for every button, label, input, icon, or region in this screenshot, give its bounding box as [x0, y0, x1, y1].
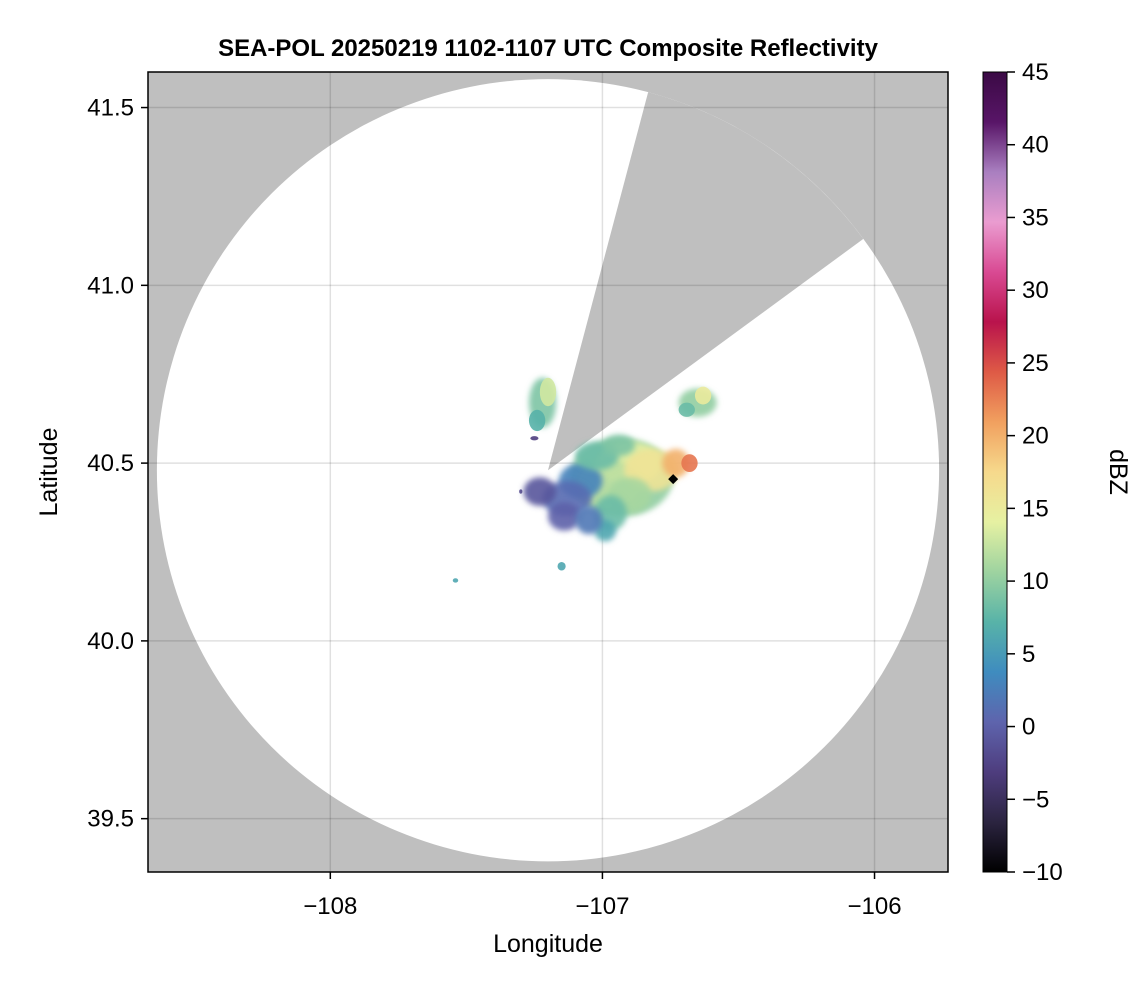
- y-tick-label-0: 39.5: [87, 806, 134, 833]
- grid-lines: [148, 72, 948, 872]
- x-axis-label: Longitude: [493, 930, 603, 958]
- echo-blob-21: [678, 402, 695, 417]
- y-tick-label-4: 41.5: [87, 95, 134, 122]
- site-marker: [668, 474, 679, 485]
- plot-area: [148, 72, 948, 872]
- y-tick-label-3: 41.0: [87, 272, 134, 299]
- colorbar-tick-label-6: 20: [1022, 423, 1049, 450]
- colorbar-tick-label-9: 35: [1022, 204, 1049, 231]
- colorbar-tick-label-3: 5: [1022, 641, 1035, 668]
- colorbar-tick-label-1: −5: [1022, 786, 1049, 813]
- colorbar-tick-label-4: 10: [1022, 568, 1049, 595]
- x-tick-label-0: −108: [303, 893, 357, 920]
- x-tick-label-1: −107: [575, 893, 629, 920]
- colorbar-tick-label-5: 15: [1022, 495, 1049, 522]
- blocked-sector: [548, 92, 864, 471]
- echo-blob-18: [528, 409, 546, 432]
- echo-blob-24: [530, 436, 539, 441]
- colorbar-tick-label-0: −10: [1022, 859, 1063, 886]
- echo-blob-23: [452, 578, 459, 583]
- x-axis: −108 −107 −106: [303, 872, 902, 920]
- colorbar-tick-label-2: 0: [1022, 714, 1035, 741]
- echo-blob-4: [662, 448, 690, 478]
- colorbar-label: dBZ: [1104, 449, 1132, 495]
- colorbar-tick-label-10: 40: [1022, 132, 1049, 159]
- y-axis-label: Latitude: [35, 428, 63, 517]
- echo-blob-22: [557, 561, 566, 571]
- colorbar-gradient: [982, 71, 1008, 873]
- colorbar-ticks: −10 −5 0 5 10 15 20 25 30 35 40 45: [1007, 59, 1063, 886]
- colorbar-tick-label-8: 30: [1022, 277, 1049, 304]
- plot-frame: [147, 71, 949, 873]
- echo-blob-11: [523, 477, 557, 506]
- echo-blob-15: [602, 434, 636, 457]
- echo-blob-13: [575, 505, 603, 535]
- echo-blob-20: [694, 386, 712, 405]
- y-tick-label-2: 40.5: [87, 450, 134, 477]
- echo-blob-12: [548, 502, 581, 531]
- x-tick-label-2: −106: [847, 893, 901, 920]
- echo-blob-17: [539, 377, 557, 407]
- y-axis: 39.5 40.0 40.5 41.0 41.5: [87, 95, 148, 833]
- colorbar: −10 −5 0 5 10 15 20 25 30 35 40 45 dBZ: [982, 59, 1132, 886]
- reflectivity-echoes: [452, 377, 717, 583]
- echo-blob-25: [519, 489, 523, 494]
- colorbar-tick-label-7: 25: [1022, 350, 1049, 377]
- y-tick-label-1: 40.0: [87, 628, 134, 655]
- colorbar-tick-label-11: 45: [1022, 59, 1049, 86]
- chart-title: SEA-POL 20250219 1102-1107 UTC Composite…: [218, 35, 879, 62]
- echo-blob-5: [681, 454, 698, 472]
